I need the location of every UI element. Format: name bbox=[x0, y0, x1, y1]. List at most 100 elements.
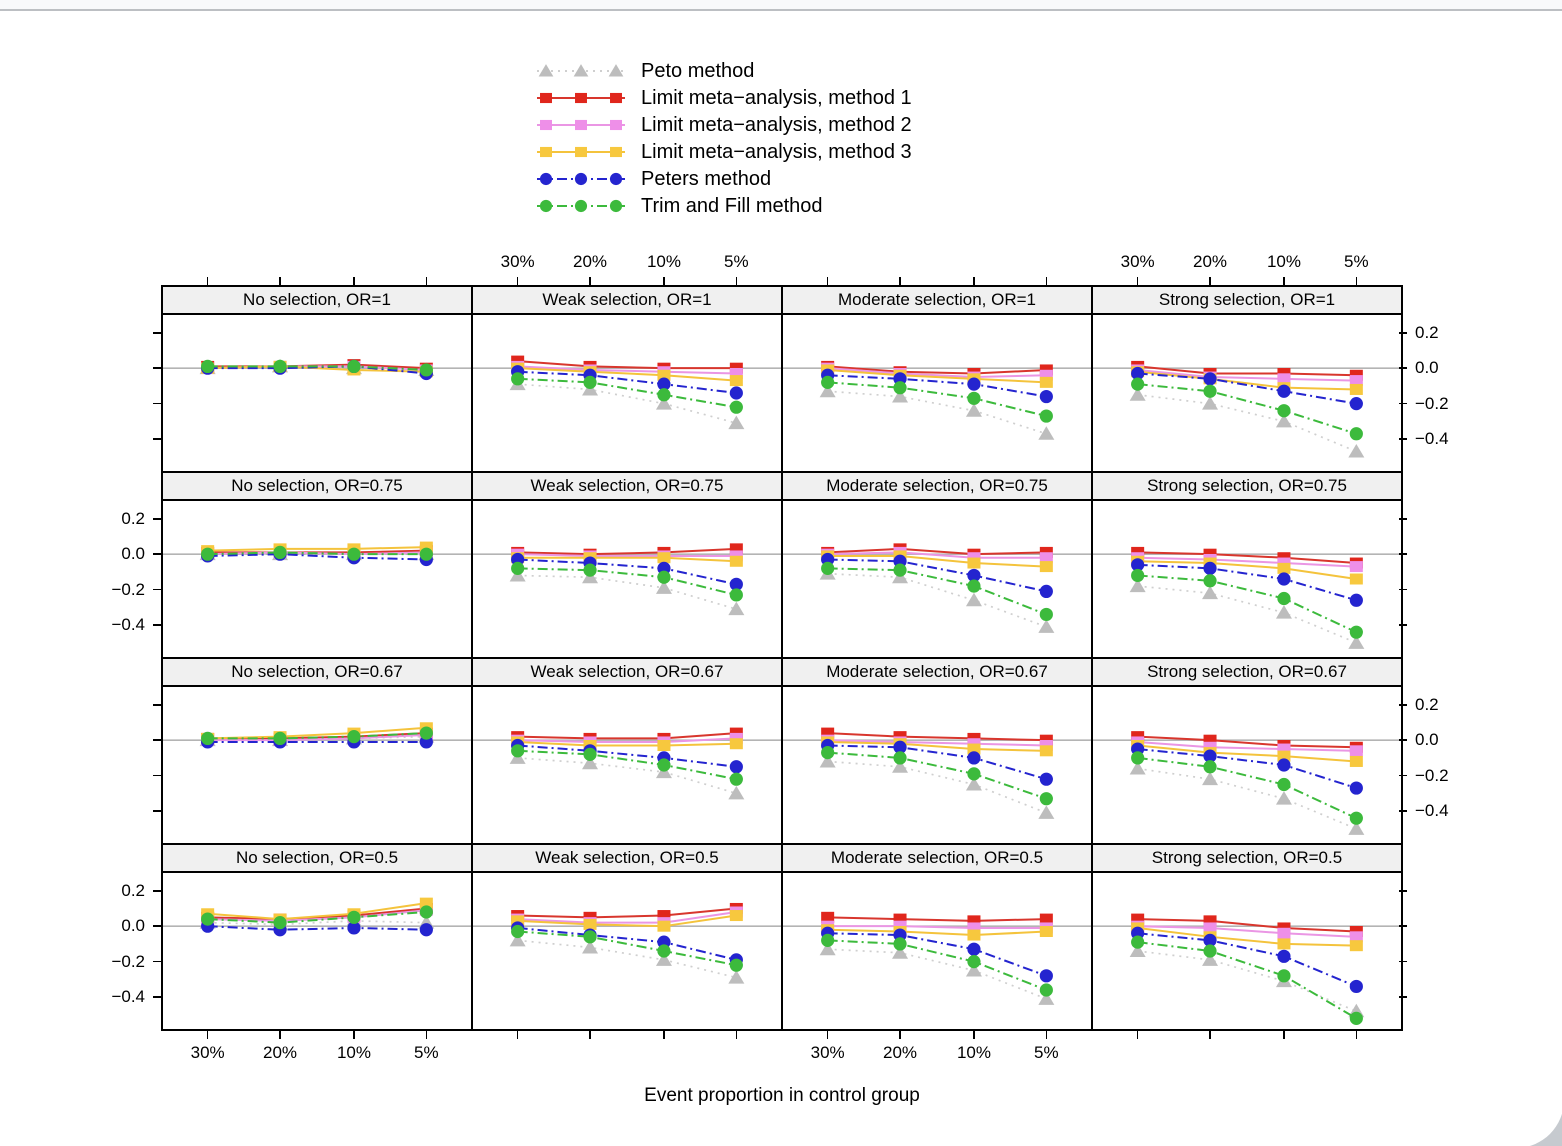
lattice-plot: No selection, OR=1 Weak selection, OR=1 Mo… bbox=[111, 252, 1448, 1106]
strip-weak-selection-or-0-67: Weak selection, OR=0.67 bbox=[473, 659, 781, 685]
x-axis-tick bbox=[1136, 1031, 1139, 1039]
x-tick-label: 20% bbox=[263, 1043, 298, 1062]
x-axis-tick bbox=[425, 1031, 428, 1039]
y-axis-tick bbox=[1399, 996, 1407, 998]
y-axis-tick bbox=[153, 588, 161, 591]
panel-canvas bbox=[473, 902, 781, 984]
strip-weak-selection-or-0-75: Weak selection, OR=0.75 bbox=[473, 473, 781, 499]
y-tick-label: 0.0 bbox=[121, 916, 145, 936]
y-axis-tick bbox=[153, 331, 161, 334]
x-axis-tick bbox=[826, 1031, 829, 1039]
y-axis-tick bbox=[153, 438, 161, 440]
panel-moderate-selection-or-1 bbox=[783, 315, 1091, 471]
x-axis-tick bbox=[1045, 1031, 1048, 1039]
x-tick-label: 5% bbox=[414, 1043, 439, 1062]
panel-no-selection-or-0-67 bbox=[163, 687, 471, 843]
strip-weak-selection-or-0-5: Weak selection, OR=0.5 bbox=[473, 845, 781, 871]
y-tick-label: −0.4 bbox=[111, 987, 145, 1007]
square-marker-icon bbox=[537, 92, 625, 103]
x-tick-label: 5% bbox=[1034, 1043, 1059, 1062]
y-tick-label: −0.4 bbox=[1415, 801, 1449, 821]
x-axis-tick bbox=[353, 1031, 355, 1039]
y-tick-label: 0.2 bbox=[1415, 322, 1439, 342]
legend-item-peters: Peters method bbox=[535, 165, 912, 192]
x-axis-tick bbox=[663, 1031, 665, 1039]
y-axis-tick bbox=[153, 367, 161, 369]
panel-canvas bbox=[783, 360, 1091, 440]
panel-no-selection-or-0-75 bbox=[163, 501, 471, 657]
x-axis-tick bbox=[589, 277, 591, 285]
x-axis-tick bbox=[516, 277, 519, 285]
strip-moderate-selection-or-0-5: Moderate selection, OR=0.5 bbox=[783, 845, 1091, 871]
y-axis-tick bbox=[153, 996, 161, 998]
panel-weak-selection-or-0-67 bbox=[473, 687, 781, 843]
x-tick-label: 5% bbox=[724, 252, 749, 271]
strip-no-selection-or-0-75: No selection, OR=0.75 bbox=[163, 473, 471, 499]
strip-weak-selection-or-1: Weak selection, OR=1 bbox=[473, 287, 781, 313]
x-axis-tick bbox=[279, 277, 281, 285]
x-tick-label: 30% bbox=[1120, 252, 1155, 271]
y-axis-tick bbox=[153, 402, 161, 405]
legend-label: Limit meta−analysis, method 1 bbox=[641, 86, 912, 109]
y-tick-label: −0.2 bbox=[1415, 765, 1449, 785]
y-tick-label: −0.4 bbox=[1415, 429, 1449, 449]
legend-item-trimfill: Trim and Fill method bbox=[535, 192, 912, 219]
strip-moderate-selection-or-0-75: Moderate selection, OR=0.75 bbox=[783, 473, 1091, 499]
y-axis-tick bbox=[1399, 402, 1407, 405]
x-tick-label: 10% bbox=[336, 1043, 371, 1062]
panel-strong-selection-or-0-67 bbox=[1093, 687, 1401, 843]
x-axis-tick bbox=[973, 1031, 975, 1039]
x-tick-label: 20% bbox=[573, 252, 608, 271]
y-axis-tick bbox=[1399, 810, 1407, 812]
panel-weak-selection-or-0-75 bbox=[473, 501, 781, 657]
panel-canvas bbox=[163, 897, 471, 937]
strip-no-selection-or-0-5: No selection, OR=0.5 bbox=[163, 845, 471, 871]
panel-canvas bbox=[1093, 913, 1401, 1025]
x-tick-label: 30% bbox=[810, 1043, 845, 1062]
x-axis-tick bbox=[1136, 277, 1139, 285]
y-axis-tick bbox=[153, 739, 161, 741]
x-tick-label: 20% bbox=[883, 1043, 918, 1062]
strip-moderate-selection-or-0-67: Moderate selection, OR=0.67 bbox=[783, 659, 1091, 685]
x-axis-tick bbox=[353, 277, 355, 285]
x-axis-tick bbox=[425, 277, 428, 285]
x-axis-tick bbox=[663, 277, 665, 285]
y-axis-tick bbox=[1399, 367, 1407, 369]
panel-moderate-selection-or-0-75 bbox=[783, 501, 1091, 657]
chart-legend: Peto method Limit meta−analysis, method 1… bbox=[535, 57, 912, 219]
x-tick-label: 20% bbox=[1193, 252, 1228, 271]
strip-no-selection-or-0-67: No selection, OR=0.67 bbox=[163, 659, 471, 685]
y-tick-label: −0.4 bbox=[111, 615, 145, 635]
y-axis-tick bbox=[153, 624, 161, 626]
browser-chrome-edge bbox=[0, 0, 1562, 11]
y-axis-tick bbox=[1399, 703, 1407, 706]
x-tick-label: 10% bbox=[956, 1043, 991, 1062]
y-axis-tick bbox=[1399, 889, 1407, 892]
panel-moderate-selection-or-0-67 bbox=[783, 687, 1091, 843]
y-axis-tick bbox=[1399, 438, 1407, 440]
square-marker-icon bbox=[537, 146, 625, 157]
x-axis-tick bbox=[899, 277, 901, 285]
square-marker-icon bbox=[537, 119, 625, 130]
y-axis-tick bbox=[1399, 925, 1407, 927]
x-axis-tick bbox=[206, 1031, 209, 1039]
triangle-marker-icon bbox=[537, 63, 625, 77]
panel-canvas bbox=[163, 358, 471, 381]
y-tick-label: 0.2 bbox=[121, 508, 145, 528]
x-axis-tick bbox=[1355, 277, 1358, 285]
legend-item-peto: Peto method bbox=[535, 57, 912, 84]
circle-marker-icon bbox=[537, 172, 625, 185]
y-tick-label: −0.2 bbox=[111, 951, 145, 971]
y-axis-tick bbox=[153, 553, 161, 555]
x-axis-tick bbox=[1283, 277, 1285, 285]
strip-strong-selection-or-0-5: Strong selection, OR=0.5 bbox=[1093, 845, 1401, 871]
y-axis-tick bbox=[153, 517, 161, 520]
y-axis-tick bbox=[153, 925, 161, 927]
y-tick-label: 0.2 bbox=[1415, 694, 1439, 714]
panel-weak-selection-or-1 bbox=[473, 315, 781, 471]
y-axis-tick bbox=[1399, 624, 1407, 626]
x-axis-title: Event proportion in control group bbox=[644, 1085, 920, 1106]
panel-canvas bbox=[1093, 546, 1401, 649]
x-axis-tick bbox=[206, 277, 209, 285]
